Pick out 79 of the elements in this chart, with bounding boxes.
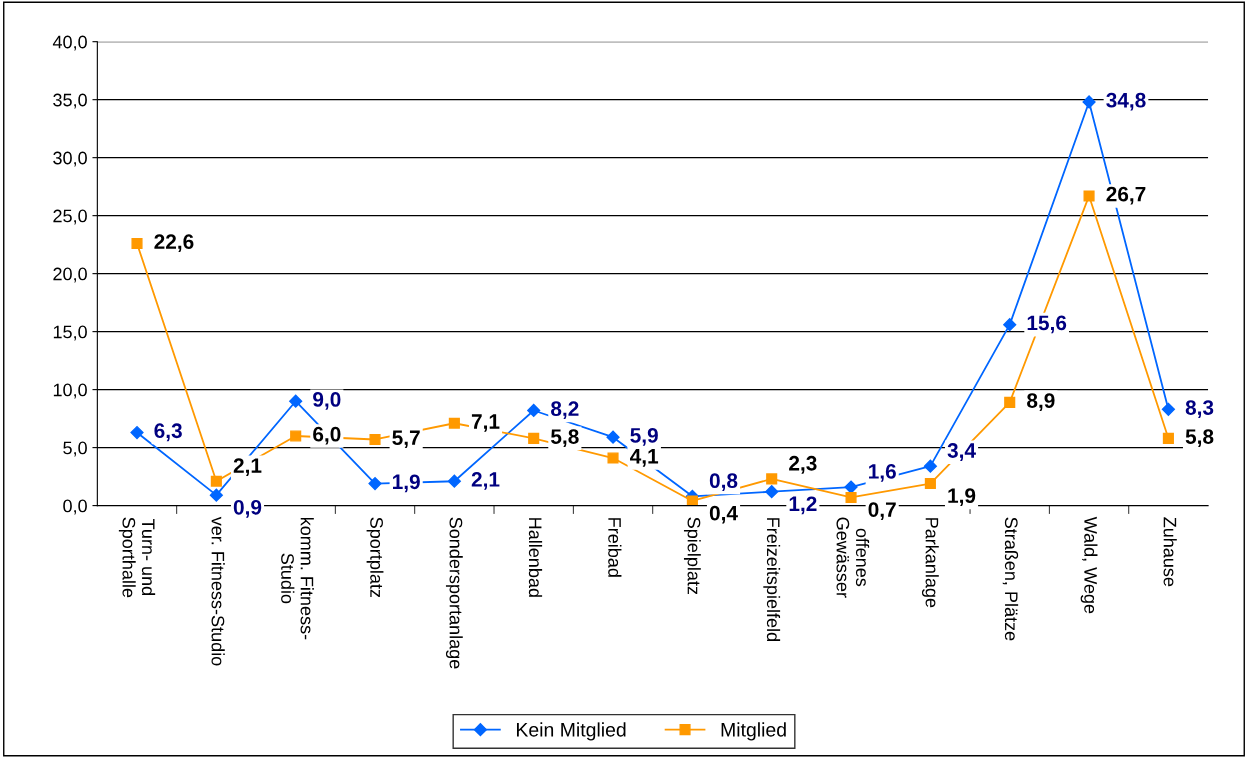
x-tick-label: Parkanlage: [921, 518, 939, 608]
point: [766, 473, 778, 485]
x-tick-label: Freizeitspielfeld: [763, 518, 781, 641]
point: [765, 485, 779, 499]
data-label: 5,7: [392, 430, 420, 449]
x-tick-label: offenes Gewässer: [836, 517, 870, 598]
point: [209, 488, 223, 502]
point: [923, 459, 937, 473]
data-label: 4,1: [630, 449, 659, 467]
data-label: 8,9: [1027, 393, 1055, 411]
point: [607, 452, 619, 464]
y-tick-label: 25,0: [53, 209, 87, 225]
data-label: 1,9: [948, 488, 976, 507]
point: [845, 491, 857, 504]
y-tick-label: 30,0: [53, 151, 87, 167]
x-tick-label: Spielplatz: [683, 517, 701, 595]
data-label: 0,9: [233, 499, 262, 518]
data-label: 1,9: [393, 474, 420, 493]
x-tick-label: Freibad: [608, 518, 622, 577]
data-label: 22,6: [154, 234, 194, 253]
point: [368, 476, 382, 491]
point: [1004, 396, 1016, 408]
point: [369, 433, 381, 446]
x-tick-label: Wald, Wege: [1080, 516, 1098, 614]
data-label: 0,7: [868, 502, 896, 520]
point: [528, 432, 540, 444]
point: [448, 417, 460, 429]
x-tick-label: Straßen, Plätze: [1002, 517, 1019, 641]
point: [1162, 432, 1174, 444]
data-label: 5,9: [630, 428, 658, 446]
data-label: 2,3: [789, 455, 817, 474]
data-label: 5,8: [551, 429, 579, 447]
data-label: 15,6: [1027, 315, 1067, 334]
point: [289, 394, 303, 408]
point: [130, 425, 144, 440]
y-tick-label: 15,0: [53, 325, 87, 341]
y-tick-label: 0,0: [63, 499, 87, 515]
y-tick-label: 10,0: [53, 383, 87, 399]
data-label: 2,1: [471, 472, 500, 490]
point: [606, 430, 620, 444]
point: [1161, 402, 1175, 416]
x-tick-label: Hallenbad: [528, 518, 543, 597]
y-tick-label: 20,0: [53, 267, 87, 283]
y-tick-label: 5,0: [63, 441, 87, 457]
x-tick-label: komm. Fitness- Studio: [281, 517, 314, 640]
legend-label: Kein Mitglied: [516, 722, 626, 741]
data-label: 6,0: [313, 426, 341, 445]
point: [1082, 95, 1096, 109]
point: [447, 474, 461, 488]
point: [1003, 318, 1017, 332]
data-label: 1,6: [869, 463, 896, 482]
x-tick-label: Sportplatz: [366, 517, 384, 598]
data-label: 0,8: [709, 473, 738, 492]
data-label: 5,8: [1185, 429, 1214, 447]
data-label: 7,1: [471, 414, 500, 432]
legend-label: Mitglied: [721, 722, 786, 741]
x-tick-label: Zuhause: [1163, 517, 1177, 587]
point: [131, 237, 143, 250]
data-label: 26,7: [1106, 186, 1146, 205]
x-tick-label: ver. Fitness-Studio: [211, 516, 225, 666]
data-label: 8,3: [1185, 400, 1214, 418]
y-tick-label: 40,0: [52, 35, 87, 51]
data-label: 2,1: [233, 458, 262, 476]
point: [1083, 190, 1095, 202]
data-label: 3,4: [947, 443, 976, 461]
x-tick-label: Turn- und Sporthalle: [118, 517, 156, 598]
data-label: 8,2: [551, 401, 579, 420]
point: [924, 477, 936, 490]
point: [210, 475, 222, 487]
y-tick-label: 35,0: [53, 93, 87, 109]
x-tick-label: Sondersportanlage: [445, 517, 463, 669]
point: [290, 430, 302, 442]
point: [686, 495, 698, 506]
data-label: 34,8: [1106, 92, 1146, 111]
data-label: 1,2: [789, 496, 817, 515]
data-label: 9,0: [313, 392, 341, 410]
data-label: 0,4: [709, 505, 738, 524]
data-label: 6,3: [154, 423, 182, 442]
point: [527, 403, 541, 418]
